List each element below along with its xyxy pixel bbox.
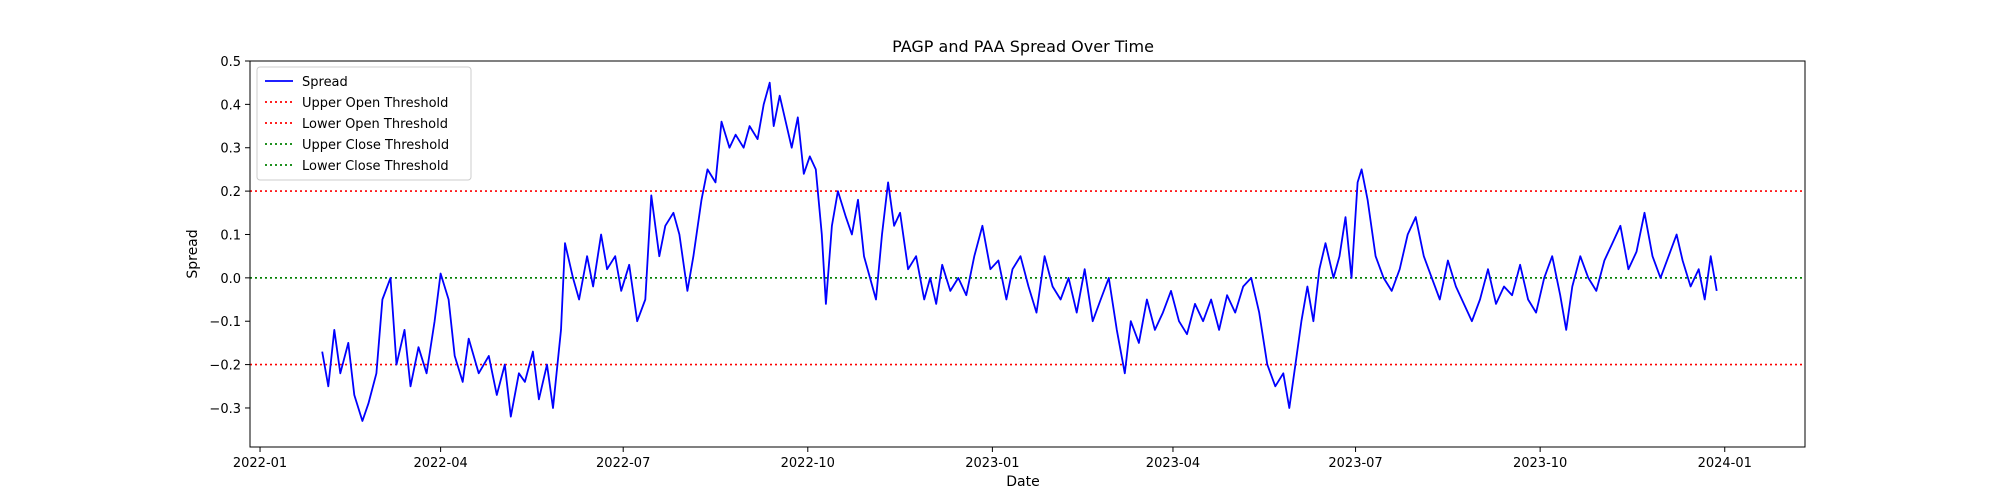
y-tick-label: 0.4 [220,98,241,113]
y-tick-label: −0.3 [209,402,241,417]
y-tick-label: 0.1 [220,228,241,243]
legend-label: Lower Open Threshold [302,117,448,132]
x-tick-label: 2024-01 [1698,456,1752,471]
axes-frame [249,60,1806,448]
y-tick-label: −0.1 [209,315,241,330]
legend-label: Upper Close Threshold [302,138,449,153]
y-tick-label: 0.0 [220,272,241,287]
x-tick-label: 2022-07 [596,456,650,471]
legend-box [256,66,472,181]
y-axis-label: Spread [185,229,201,278]
x-axis-label: Date [1006,474,1039,490]
legend: Spread Upper Open Threshold Lower Open Thr… [256,66,472,181]
x-tick-label: 2022-04 [413,456,467,471]
y-axis: 0.5 0.4 0.3 0.2 0.1 0.0 −0.1 −0.2 −0.3 [209,55,250,417]
y-tick-label: 0.5 [220,55,241,70]
legend-label: Upper Open Threshold [302,96,448,111]
y-tick-label: −0.2 [209,359,241,374]
x-tick-label: 2023-10 [1513,456,1567,471]
y-tick-label: 0.3 [220,142,241,157]
x-tick-label: 2023-04 [1146,456,1200,471]
x-tick-label: 2023-07 [1328,456,1382,471]
x-tick-label: 2023-01 [965,456,1019,471]
series-line-spread [321,81,1718,422]
y-tick-label: 0.2 [220,185,241,200]
legend-label: Lower Close Threshold [302,159,449,174]
plot-area [250,81,1805,422]
x-tick-label: 2022-10 [781,456,835,471]
x-axis: 2022-01 2022-04 2022-07 2022-10 2023-01 2023-… [233,447,1752,471]
x-tick-label: 2022-01 [233,456,287,471]
chart-title: PAGP and PAA Spread Over Time [892,37,1154,56]
legend-label: Spread [302,75,348,90]
